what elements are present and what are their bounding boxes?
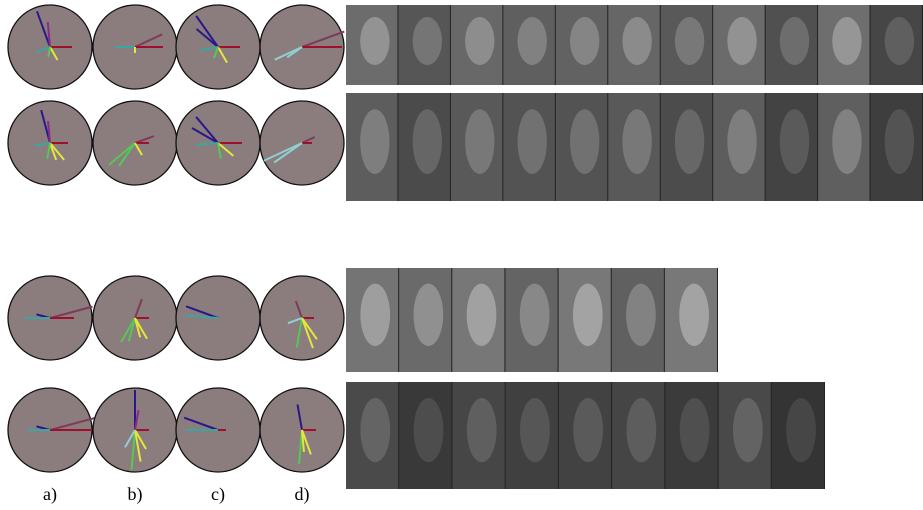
orientation-circle xyxy=(260,388,344,472)
frame-subject xyxy=(520,284,550,346)
frame-subject xyxy=(570,17,599,65)
frame-subject xyxy=(573,284,603,346)
column-label: d) xyxy=(295,484,310,505)
frame-subject xyxy=(465,109,494,174)
orientation-circle xyxy=(260,5,344,89)
orientation-circle xyxy=(93,101,177,185)
orientation-diagrams xyxy=(8,5,344,472)
figure: a) b) c) d) xyxy=(0,0,923,510)
orientation-circle xyxy=(8,388,96,472)
frame-subject xyxy=(573,398,603,462)
orientation-circle xyxy=(176,276,260,360)
frame-subject xyxy=(727,109,756,174)
frame-subject xyxy=(780,109,809,174)
frame-subject xyxy=(360,398,390,462)
frame-subject xyxy=(727,17,756,65)
orientation-circle xyxy=(8,276,93,360)
orientation-circle xyxy=(176,101,260,185)
frame-subject xyxy=(832,109,861,174)
frame-subject xyxy=(780,17,809,65)
frame-subject xyxy=(570,109,599,174)
frame-subject xyxy=(414,398,444,462)
frame-subject xyxy=(467,284,497,346)
column-label: c) xyxy=(211,484,225,505)
frame-subject xyxy=(832,17,861,65)
frame-subject xyxy=(360,284,390,346)
column-labels: a) b) c) d) xyxy=(43,484,309,505)
orientation-circle xyxy=(8,101,92,185)
frame-subject xyxy=(622,17,651,65)
frame-subject xyxy=(626,284,656,346)
frame-subject xyxy=(518,17,547,65)
frame-subject xyxy=(360,109,389,174)
frame-subject xyxy=(520,398,550,462)
orientation-circle xyxy=(93,276,177,360)
frame-subject xyxy=(679,284,709,346)
frame-subject xyxy=(360,17,389,65)
frame-subject xyxy=(413,17,442,65)
frame-subject xyxy=(675,17,704,65)
frame-subject xyxy=(885,109,914,174)
orientation-circle xyxy=(8,5,92,89)
orientation-circle xyxy=(176,388,260,472)
frame-subject xyxy=(680,398,710,462)
frame-subject xyxy=(465,17,494,65)
frame-subject xyxy=(733,398,763,462)
frame-subject xyxy=(518,109,547,174)
frame-subject xyxy=(413,284,443,346)
column-label: b) xyxy=(128,484,143,505)
orientation-circle xyxy=(93,388,177,472)
film-strips xyxy=(346,5,923,489)
frame-subject xyxy=(622,109,651,174)
orientation-circle xyxy=(176,5,260,89)
orientation-circle xyxy=(260,101,344,185)
frame-subject xyxy=(885,17,914,65)
column-label: a) xyxy=(43,484,57,505)
frame-subject xyxy=(413,109,442,174)
frame-subject xyxy=(467,398,497,462)
frame-subject xyxy=(626,398,656,462)
orientation-circle xyxy=(260,276,344,360)
frame-subject xyxy=(786,398,816,462)
frame-subject xyxy=(675,109,704,174)
orientation-circle xyxy=(93,5,177,89)
